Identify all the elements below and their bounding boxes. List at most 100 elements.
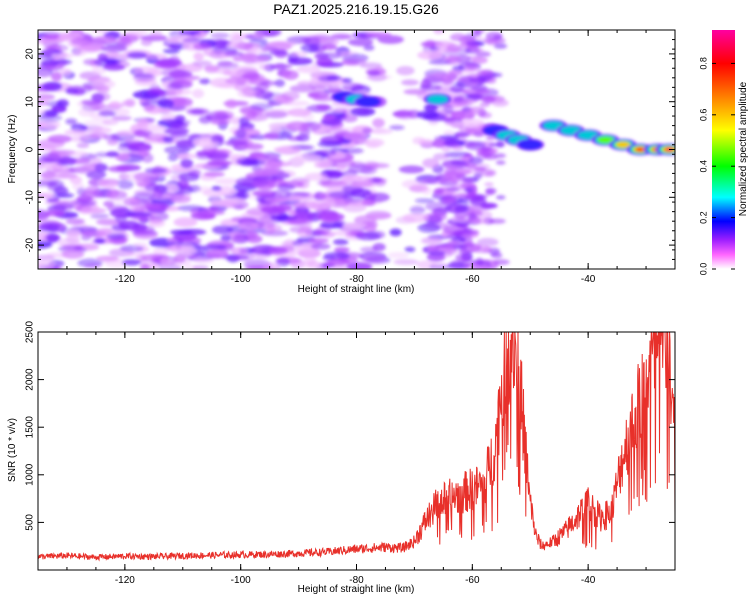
x-tick-label: -100 bbox=[231, 575, 251, 586]
heatmap-cell bbox=[243, 55, 270, 63]
heatmap-cell bbox=[414, 198, 435, 204]
heatmap-cell bbox=[443, 55, 462, 62]
heatmap-cell bbox=[327, 258, 351, 266]
heatmap-cell bbox=[98, 178, 119, 188]
heatmap-cell bbox=[290, 51, 308, 58]
heatmap-cell bbox=[186, 108, 210, 115]
heatmap-cell bbox=[103, 200, 114, 207]
heatmap-cell bbox=[319, 192, 330, 200]
heatmap-cell bbox=[210, 119, 231, 125]
heatmap-cell bbox=[232, 56, 245, 62]
heatmap-cell bbox=[220, 234, 232, 242]
heatmap-cell bbox=[78, 107, 95, 117]
heatmap-cell bbox=[243, 113, 269, 122]
heatmap-cell bbox=[340, 147, 364, 154]
heatmap-cell bbox=[456, 76, 471, 83]
heatmap-cell bbox=[278, 202, 297, 210]
y-tick-label: 10 bbox=[25, 96, 36, 108]
heatmap-cell bbox=[263, 262, 281, 269]
heatmap-cell bbox=[210, 32, 231, 39]
heatmap-cell bbox=[307, 91, 330, 99]
heatmap-cell bbox=[65, 118, 78, 125]
heatmap-cell bbox=[471, 56, 488, 64]
heatmap-cell bbox=[458, 243, 467, 252]
heatmap-cell bbox=[148, 219, 166, 228]
heatmap-cell bbox=[442, 173, 457, 178]
heatmap-cell bbox=[273, 170, 296, 178]
heatmap-cell bbox=[225, 77, 248, 85]
heatmap-cell bbox=[319, 37, 340, 46]
heatmap-cell bbox=[448, 69, 463, 76]
heatmap-cell bbox=[342, 203, 367, 213]
heatmap-cell bbox=[167, 244, 185, 251]
heatmap-cell bbox=[126, 51, 148, 59]
heatmap-cell bbox=[269, 63, 293, 69]
heatmap-cell bbox=[269, 125, 282, 135]
heatmap-cell bbox=[341, 174, 363, 181]
heatmap-cell bbox=[111, 115, 132, 121]
colorbar-tick-label: 0.8 bbox=[698, 57, 708, 70]
y-tick-label: 2500 bbox=[25, 320, 36, 343]
y-tick-label: 1500 bbox=[25, 416, 36, 439]
heatmap-cell bbox=[214, 178, 241, 185]
snr-x-ticks: -120 -100 -80 -60 -40 bbox=[37, 332, 676, 586]
heatmap-cell bbox=[488, 142, 506, 147]
heatmap-cell bbox=[446, 44, 463, 52]
heatmap-cell bbox=[454, 205, 470, 213]
heatmap-cell bbox=[252, 190, 277, 197]
heatmap-cell bbox=[132, 73, 156, 83]
snr-y-ticks: 500 1000 1500 2000 2500 bbox=[25, 320, 675, 531]
heatmap-cell bbox=[350, 107, 376, 117]
heatmap-cell bbox=[447, 240, 462, 247]
heatmap-cell bbox=[242, 71, 260, 80]
heatmap-cell bbox=[214, 40, 229, 48]
heatmap-cell bbox=[282, 70, 299, 80]
heatmap-cell bbox=[54, 173, 78, 179]
heatmap-cell bbox=[203, 171, 225, 177]
heatmap-cell bbox=[334, 247, 350, 253]
heatmap-cell bbox=[182, 37, 206, 43]
heatmap-cell bbox=[43, 34, 60, 40]
colorbar-tick-label: 0.2 bbox=[698, 211, 708, 224]
heatmap-cell bbox=[140, 124, 167, 132]
heatmap-cell bbox=[477, 265, 490, 269]
heatmap-cell bbox=[216, 62, 239, 69]
heatmap-cell bbox=[224, 139, 249, 147]
y-tick-label: 2000 bbox=[25, 368, 36, 391]
heatmap-cell bbox=[323, 251, 350, 261]
heatmap-cell bbox=[104, 50, 120, 60]
heatmap-cell bbox=[206, 249, 229, 259]
heatmap-cell bbox=[94, 163, 108, 173]
heatmap-cell bbox=[362, 127, 373, 134]
heatmap-cell bbox=[210, 134, 224, 143]
heatmap-cell bbox=[235, 128, 247, 139]
heatmap-cell bbox=[129, 225, 155, 234]
heatmap-cell bbox=[268, 224, 282, 233]
heatmap-cell bbox=[493, 43, 508, 49]
heatmap-cell bbox=[211, 225, 234, 235]
heatmap-cell bbox=[316, 57, 333, 67]
heatmap-cell bbox=[485, 170, 494, 176]
heatmap-cell bbox=[491, 99, 509, 107]
heatmap-cell bbox=[207, 151, 230, 161]
heatmap-cell bbox=[133, 242, 148, 248]
heatmap-cell bbox=[124, 211, 153, 218]
heatmap-cell bbox=[475, 51, 491, 58]
x-tick-label: -120 bbox=[115, 575, 135, 586]
heatmap-cell bbox=[109, 101, 121, 107]
heatmap-cell bbox=[148, 132, 163, 139]
heatmap-cell bbox=[259, 159, 279, 169]
heatmap-cell bbox=[402, 213, 429, 223]
heatmap-cell bbox=[363, 44, 375, 51]
heatmap-cell bbox=[471, 84, 488, 92]
heatmap-cell bbox=[153, 246, 169, 257]
heatmap-cell bbox=[65, 218, 85, 225]
heatmap-cell bbox=[135, 178, 151, 187]
heatmap-cell bbox=[140, 263, 151, 269]
heatmap-cell bbox=[171, 97, 193, 107]
heatmap-cell bbox=[335, 163, 347, 172]
heatmap-cell bbox=[393, 259, 419, 265]
ridge-point bbox=[616, 141, 630, 148]
x-tick-label: -80 bbox=[349, 575, 364, 586]
heatmap-cell bbox=[172, 233, 197, 241]
